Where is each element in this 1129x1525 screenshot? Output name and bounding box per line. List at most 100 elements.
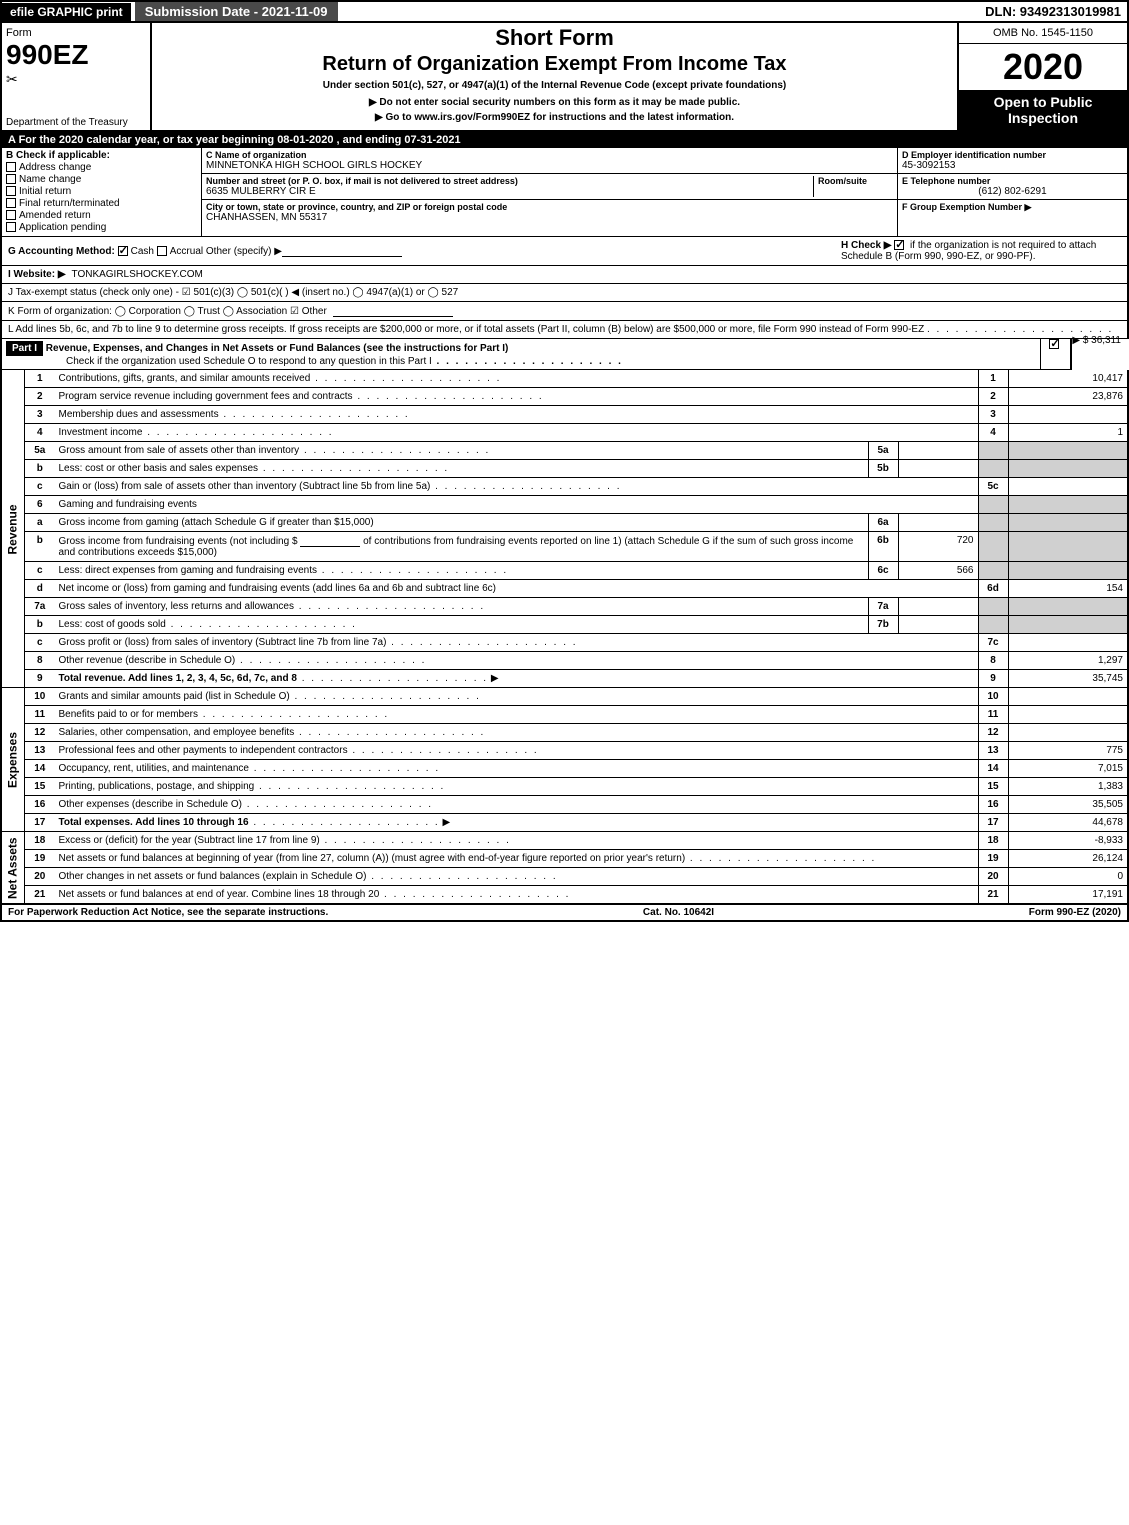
line-19-amount: 26,124: [1008, 850, 1128, 868]
page-footer: For Paperwork Reduction Act Notice, see …: [0, 904, 1129, 922]
part-1-label: Part I: [6, 341, 43, 356]
org-name-label: C Name of organization: [206, 150, 893, 160]
other-specify-input[interactable]: [282, 245, 402, 257]
line-13-amount: 775: [1008, 742, 1128, 760]
line-6c-subval: 566: [898, 562, 978, 580]
form-number: 990EZ: [6, 39, 146, 71]
line-g-h: G Accounting Method: Cash Accrual Other …: [0, 237, 1129, 266]
room-label: Room/suite: [818, 176, 893, 186]
line-6d-amount: 154: [1008, 580, 1128, 598]
line-6a-subval: [898, 514, 978, 532]
line-5c-amount: [1008, 478, 1128, 496]
footer-form-ref: Form 990-EZ (2020): [1029, 907, 1121, 918]
street-label: Number and street (or P. O. box, if mail…: [206, 176, 813, 186]
line-12-amount: [1008, 724, 1128, 742]
line-j-tax-status: J Tax-exempt status (check only one) - ☑…: [0, 284, 1129, 302]
line-20-amount: 0: [1008, 868, 1128, 886]
line-8-amount: 1,297: [1008, 652, 1128, 670]
line-h-label: H Check ▶: [841, 240, 891, 251]
line-k-text: K Form of organization: ◯ Corporation ◯ …: [8, 306, 327, 317]
instructions-link[interactable]: ▶ Go to www.irs.gov/Form990EZ for instru…: [158, 112, 951, 123]
chk-cash[interactable]: [118, 246, 128, 256]
top-bar: efile GRAPHIC print Submission Date - 20…: [0, 0, 1129, 23]
line-l-gross-receipts: L Add lines 5b, 6c, and 7b to line 9 to …: [0, 321, 1129, 339]
phone-value: (612) 802-6291: [902, 186, 1123, 197]
chk-amended-return[interactable]: Amended return: [6, 210, 197, 221]
chk-initial-return[interactable]: Initial return: [6, 186, 197, 197]
form-header: Form 990EZ ✂ Department of the Treasury …: [0, 23, 1129, 132]
line-5b-subval: [898, 460, 978, 478]
line-l-text: L Add lines 5b, 6c, and 7b to line 9 to …: [8, 324, 924, 335]
line-7a-subval: [898, 598, 978, 616]
line-7b-subval: [898, 616, 978, 634]
box-d-ein: D Employer identification number 45-3092…: [897, 148, 1127, 236]
chk-application-pending[interactable]: Application pending: [6, 222, 197, 233]
ein-label: D Employer identification number: [902, 150, 1123, 160]
part-1-checkbox[interactable]: [1040, 339, 1070, 369]
footer-catalog: Cat. No. 10642I: [643, 907, 714, 918]
line-16-amount: 35,505: [1008, 796, 1128, 814]
revenue-side-label: Revenue: [1, 370, 25, 688]
line-7c-amount: [1008, 634, 1128, 652]
ein-value: 45-3092153: [902, 160, 1123, 171]
line-11-amount: [1008, 706, 1128, 724]
box-b-title: B Check if applicable:: [6, 150, 197, 161]
group-exemption-label: F Group Exemption Number ▶: [902, 202, 1123, 213]
line-10-amount: [1008, 688, 1128, 706]
line-4-amount: 1: [1008, 424, 1128, 442]
line-i-website: I Website: ▶ TONKAGIRLSHOCKEY.COM: [0, 266, 1129, 284]
main-title: Return of Organization Exempt From Incom…: [158, 53, 951, 76]
org-info-section: B Check if applicable: Address change Na…: [0, 148, 1129, 237]
box-b-checkboxes: B Check if applicable: Address change Na…: [2, 148, 202, 236]
org-name: MINNETONKA HIGH SCHOOL GIRLS HOCKEY: [206, 160, 893, 171]
part-1-header: Part I Revenue, Expenses, and Changes in…: [0, 339, 1072, 370]
street-value: 6635 MULBERRY CIR E: [206, 186, 813, 197]
footer-left: For Paperwork Reduction Act Notice, see …: [8, 907, 328, 918]
year-box: OMB No. 1545-1150 2020 Open to Public In…: [957, 23, 1127, 130]
line-6b-input[interactable]: [300, 535, 360, 547]
expenses-side-label: Expenses: [1, 688, 25, 832]
chk-accrual[interactable]: [157, 246, 167, 256]
other-org-input[interactable]: [333, 305, 453, 317]
line-j-text: J Tax-exempt status (check only one) - ☑…: [8, 287, 458, 298]
tax-year: 2020: [959, 44, 1127, 90]
line-k-form-org: K Form of organization: ◯ Corporation ◯ …: [0, 302, 1129, 321]
line-a-period: A For the 2020 calendar year, or tax yea…: [0, 132, 1129, 148]
chk-final-return[interactable]: Final return/terminated: [6, 198, 197, 209]
website-value: TONKAGIRLSHOCKEY.COM: [72, 269, 203, 280]
chk-schedule-b[interactable]: [894, 240, 904, 250]
netassets-side-label: Net Assets: [1, 832, 25, 904]
line-2-amount: 23,876: [1008, 388, 1128, 406]
line-17-amount: 44,678: [1008, 814, 1128, 832]
submission-date: Submission Date - 2021-11-09: [135, 2, 338, 21]
part-1-lines-table: Revenue 1 Contributions, gifts, grants, …: [0, 370, 1129, 904]
line-9-amount: 35,745: [1008, 670, 1128, 688]
box-c-org: C Name of organization MINNETONKA HIGH S…: [202, 148, 897, 236]
line-14-amount: 7,015: [1008, 760, 1128, 778]
line-21-amount: 17,191: [1008, 886, 1128, 904]
line-15-amount: 1,383: [1008, 778, 1128, 796]
part-1-title: Revenue, Expenses, and Changes in Net As…: [46, 343, 509, 354]
city-label: City or town, state or province, country…: [206, 202, 893, 212]
line-g-label: G Accounting Method:: [8, 246, 115, 257]
ssn-note: ▶ Do not enter social security numbers o…: [158, 97, 951, 108]
line-3-amount: [1008, 406, 1128, 424]
chk-name-change[interactable]: Name change: [6, 174, 197, 185]
efile-label: efile GRAPHIC print: [2, 3, 131, 21]
website-label: I Website: ▶: [8, 269, 66, 280]
line-18-amount: -8,933: [1008, 832, 1128, 850]
form-number-box: Form 990EZ ✂ Department of the Treasury: [2, 23, 152, 130]
line-l-amount: ▶ $ 36,311: [1072, 335, 1121, 346]
dln-number: DLN: 93492313019981: [985, 4, 1127, 19]
form-title-box: Short Form Return of Organization Exempt…: [152, 23, 957, 130]
omb-number: OMB No. 1545-1150: [959, 23, 1127, 44]
form-word: Form: [6, 27, 146, 39]
short-form-title: Short Form: [158, 25, 951, 51]
line-1-amount: 10,417: [1008, 370, 1128, 388]
open-to-public: Open to Public Inspection: [959, 90, 1127, 130]
line-6b-subval: 720: [898, 532, 978, 562]
chk-address-change[interactable]: Address change: [6, 162, 197, 173]
line-5a-subval: [898, 442, 978, 460]
department-label: Department of the Treasury: [6, 117, 128, 128]
subtitle: Under section 501(c), 527, or 4947(a)(1)…: [158, 80, 951, 91]
